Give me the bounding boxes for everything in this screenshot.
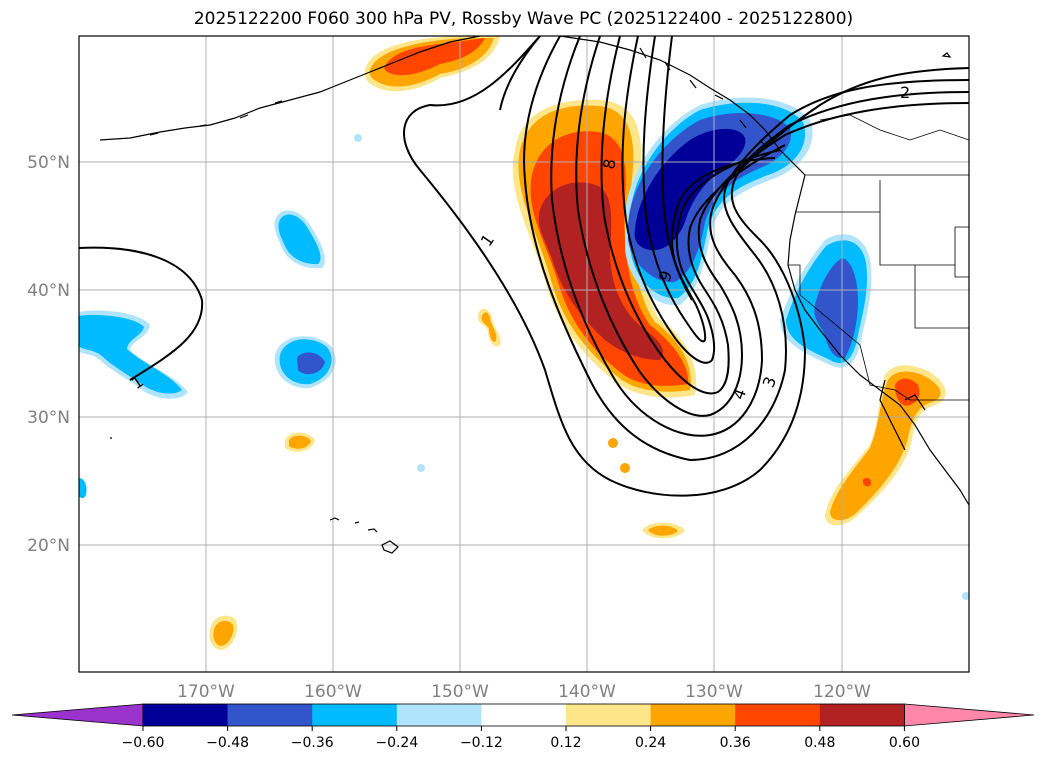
lat-label-40: 40°N bbox=[27, 281, 70, 301]
pv-contour-labels: 1 8 9 4 3 2 1 bbox=[128, 83, 910, 402]
contour-label: 2 bbox=[900, 83, 910, 102]
lon-label-160w: 160°W bbox=[304, 682, 362, 702]
lat-label-30: 30°N bbox=[27, 408, 70, 428]
mexico-red2 bbox=[862, 477, 872, 487]
contour-8 bbox=[661, 36, 693, 301]
contour-9 bbox=[499, 36, 541, 111]
blob-e2 bbox=[278, 214, 321, 265]
colorbar-tick-label: −0.48 bbox=[206, 735, 249, 751]
colorbar-segment bbox=[481, 704, 567, 726]
colorbar: −0.60 −0.48 −0.36 −0.24 −0.12 0.12 0.24 0.36 0.4… bbox=[11, 703, 1035, 751]
colorbar-tick-label: 0.60 bbox=[889, 735, 920, 751]
colorbar-segment bbox=[143, 704, 229, 726]
colorbar-segment bbox=[735, 704, 821, 726]
colorbar-tick-label: 0.36 bbox=[720, 735, 751, 751]
colorbar-outline bbox=[142, 703, 905, 727]
latitude-labels: 50°N 40°N 30°N 20°N bbox=[27, 153, 70, 556]
colorbar-segment bbox=[227, 704, 313, 726]
mexico-orange bbox=[830, 371, 941, 521]
lat-label-50: 50°N bbox=[27, 153, 70, 173]
contour-5 bbox=[600, 36, 786, 395]
map-frame bbox=[78, 35, 970, 673]
contour-3 bbox=[550, 36, 969, 437]
colorbar-segment bbox=[396, 704, 482, 726]
contour-4 bbox=[575, 36, 969, 417]
blob-d2 bbox=[481, 312, 497, 342]
blob-f3 bbox=[297, 352, 325, 375]
colorbar-tick-label: −0.12 bbox=[460, 735, 503, 751]
blob-c2 bbox=[648, 525, 678, 536]
lon-label-140w: 140°W bbox=[558, 682, 616, 702]
colorbar-tick-label: 0.12 bbox=[550, 735, 581, 751]
lon-label-130w: 130°W bbox=[685, 682, 743, 702]
colorbar-tick-label: −0.60 bbox=[122, 735, 165, 751]
contour-7 bbox=[642, 36, 776, 343]
lon-label-170w: 170°W bbox=[177, 682, 235, 702]
pv-contours bbox=[79, 36, 969, 497]
contour-label: 8 bbox=[599, 157, 619, 170]
blob-g bbox=[79, 478, 87, 499]
colorbar-tick-label: −0.36 bbox=[291, 735, 334, 751]
blob-a2 bbox=[213, 620, 234, 646]
contour-1 bbox=[79, 246, 204, 381]
contour-2 bbox=[523, 36, 969, 462]
coastlines bbox=[99, 36, 969, 554]
blob-b2 bbox=[289, 435, 311, 449]
colorbar-ticks: −0.60 −0.48 −0.36 −0.24 −0.12 0.12 0.24 0.36 0.4… bbox=[122, 726, 920, 751]
colorbar-segment bbox=[312, 704, 398, 726]
calif-blue bbox=[814, 258, 858, 359]
ridge-dark bbox=[538, 182, 664, 360]
colorbar-segment bbox=[566, 704, 652, 726]
lon-label-150w: 150°W bbox=[431, 682, 489, 702]
map-title: 2025122200 F060 300 hPa PV, Rossby Wave … bbox=[193, 9, 854, 29]
colorbar-tick-label: −0.24 bbox=[375, 735, 418, 751]
colorbar-segments bbox=[11, 703, 1035, 727]
colorbar-segment bbox=[819, 704, 905, 726]
wpac-cyan bbox=[79, 315, 182, 394]
longitude-labels: 170°W 160°W 150°W 140°W 130°W 120°W bbox=[177, 682, 871, 702]
borders bbox=[788, 114, 969, 401]
contour-6 bbox=[621, 36, 781, 364]
graticule bbox=[79, 36, 969, 672]
lon-label-120w: 120°W bbox=[813, 682, 871, 702]
mexico-red bbox=[895, 378, 920, 406]
lat-label-20: 20°N bbox=[27, 536, 70, 556]
trough-navy bbox=[634, 128, 746, 251]
map-area: 1 8 9 4 3 2 1 bbox=[79, 36, 969, 672]
colorbar-tick-label: 0.24 bbox=[635, 735, 666, 751]
colorbar-tick-label: 0.48 bbox=[804, 735, 835, 751]
colorbar-extend-high bbox=[904, 703, 1035, 727]
colorbar-extend-low bbox=[11, 703, 144, 727]
colorbar-segment bbox=[650, 704, 736, 726]
